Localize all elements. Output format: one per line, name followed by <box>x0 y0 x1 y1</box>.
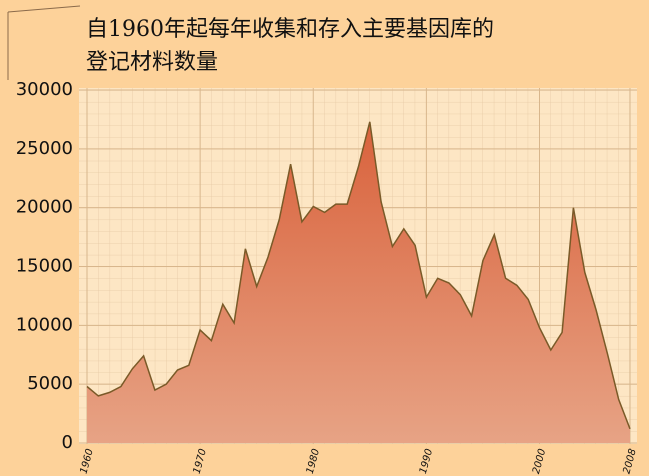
y-tick-label: 0 <box>62 432 73 453</box>
x-tick-label: 2000 <box>531 448 548 475</box>
area-outline <box>86 121 631 430</box>
x-tick-label: 1970 <box>192 448 209 475</box>
decoration <box>7 5 81 80</box>
y-tick-label: 5000 <box>27 373 73 394</box>
y-tick-label: 15000 <box>16 256 73 277</box>
y-tick-label: 10000 <box>16 314 73 335</box>
x-tick-label: 1980 <box>305 448 322 475</box>
y-tick-label: 20000 <box>16 197 73 218</box>
y-tick-label: 25000 <box>16 138 73 159</box>
area <box>87 121 630 444</box>
chart-title: 登记材料数量 <box>86 50 218 75</box>
x-tick-label: 2008 <box>622 448 639 475</box>
chart-title: 自1960年起每年收集和存入主要基因库的 <box>86 17 494 42</box>
x-tick-label: 1990 <box>418 448 435 475</box>
x-tick-label: 1960 <box>79 448 96 475</box>
y-tick-label: 30000 <box>16 79 73 100</box>
